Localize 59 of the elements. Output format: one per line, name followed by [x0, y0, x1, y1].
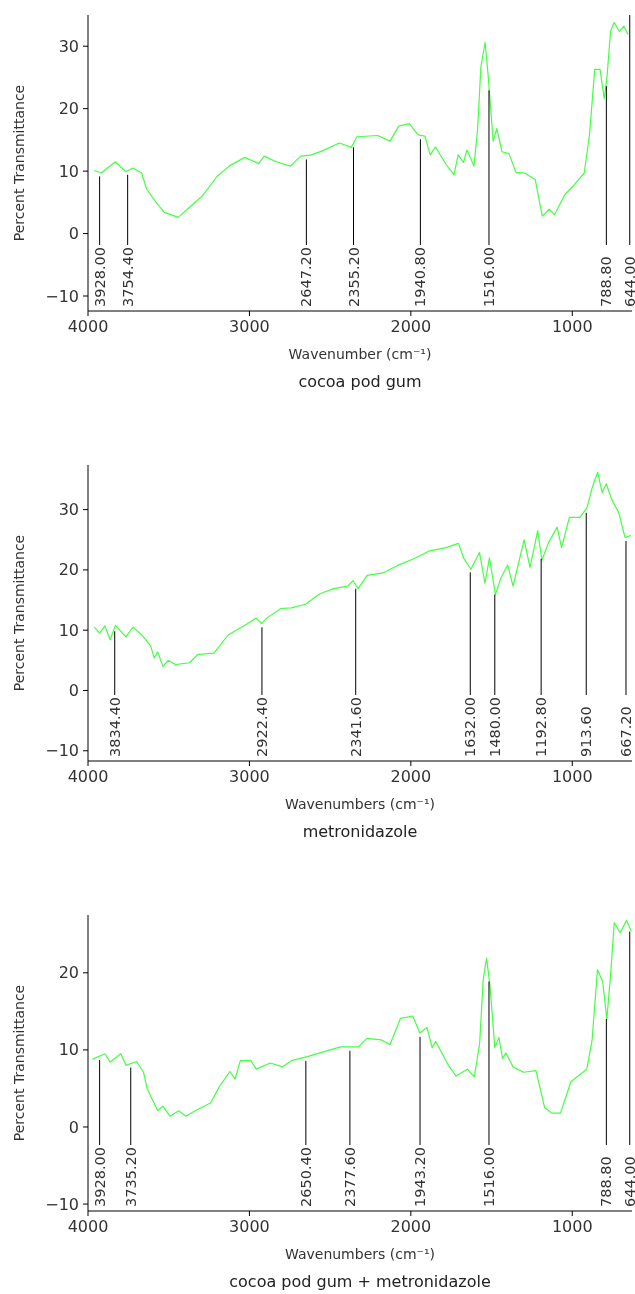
ref-line-label: 1940.80 [412, 247, 429, 307]
x-tick-label: 4000 [67, 317, 109, 336]
ref-line-label: 1516.00 [480, 1147, 497, 1207]
x-tick-label: 1000 [551, 767, 593, 786]
x-tick-label: 4000 [67, 1217, 109, 1236]
ref-line-label: 788.80 [598, 256, 615, 307]
ref-line-label: 3928.00 [91, 247, 108, 307]
x-tick-label: 2000 [390, 1217, 432, 1236]
ref-line-label: 3754.40 [119, 247, 136, 307]
y-tick-label: 0 [68, 224, 79, 244]
text: cocoa pod gum + metronidazole [229, 1272, 491, 1291]
x-tick-label: 2000 [390, 317, 432, 336]
y-axis-title: Percent Transmittance [11, 84, 27, 242]
ref-line-label: 2341.60 [347, 697, 364, 757]
y-tick-label: 30 [58, 500, 79, 520]
x-tick-label: 3000 [229, 317, 270, 336]
ref-line-label: 2650.40 [297, 1147, 314, 1207]
x-tick-label: 1000 [551, 317, 593, 336]
text: cocoa pod gum [298, 372, 422, 391]
x-tick-label: 3000 [229, 767, 270, 786]
x-axis-title: Wavenumbers (cm⁻¹) [284, 1246, 436, 1262]
ref-line-label: 3834.40 [106, 697, 123, 757]
x-tick-label: 2000 [390, 767, 432, 786]
y-tick-label: −10 [45, 1194, 79, 1214]
y-tick-label: 0 [68, 1117, 79, 1137]
y-tick-label: 20 [58, 560, 79, 580]
ref-line-label: 913.60 [578, 706, 595, 757]
ref-line-label: 667.20 [617, 706, 634, 757]
x-tick-label: 3000 [229, 1217, 270, 1236]
y-tick-label: 10 [58, 161, 79, 181]
y-tick-label: −10 [45, 741, 79, 761]
ref-line-label: 3928.00 [91, 1147, 108, 1207]
ref-line-label: 3735.20 [122, 1147, 139, 1207]
ref-line-label: 2355.20 [345, 247, 362, 307]
ref-line-label: 2647.20 [298, 247, 315, 307]
y-tick-label: −10 [45, 286, 79, 306]
ref-line-label: 644.00 [621, 256, 635, 307]
x-axis-title: Wavenumber (cm⁻¹) [288, 346, 432, 362]
text: metronidazole [302, 822, 418, 841]
ref-line-label: 1943.20 [412, 1147, 429, 1207]
x-tick-label: 1000 [551, 1217, 593, 1236]
ref-line-label: 1192.80 [533, 697, 550, 757]
ref-line-label: 788.80 [598, 1156, 615, 1207]
ref-line-label: 1516.00 [480, 247, 497, 307]
y-tick-label: 20 [58, 963, 79, 983]
y-tick-label: 0 [68, 681, 79, 701]
y-tick-label: 10 [58, 620, 79, 640]
y-tick-label: 20 [58, 99, 79, 119]
y-axis-title: Percent Transmittance [11, 534, 27, 692]
ref-line-label: 1480.00 [486, 697, 503, 757]
x-axis-title: Wavenumbers (cm⁻¹) [284, 796, 436, 812]
ref-line-label: 644.00 [621, 1156, 635, 1207]
x-tick-label: 4000 [67, 767, 109, 786]
y-axis-title: Percent Transmittance [11, 984, 27, 1142]
ref-line-label: 1632.00 [462, 697, 479, 757]
ref-line-label: 2377.60 [341, 1147, 358, 1207]
y-tick-label: 30 [58, 36, 79, 56]
ref-line-label: 2922.40 [253, 697, 270, 757]
y-tick-label: 10 [58, 1040, 79, 1060]
